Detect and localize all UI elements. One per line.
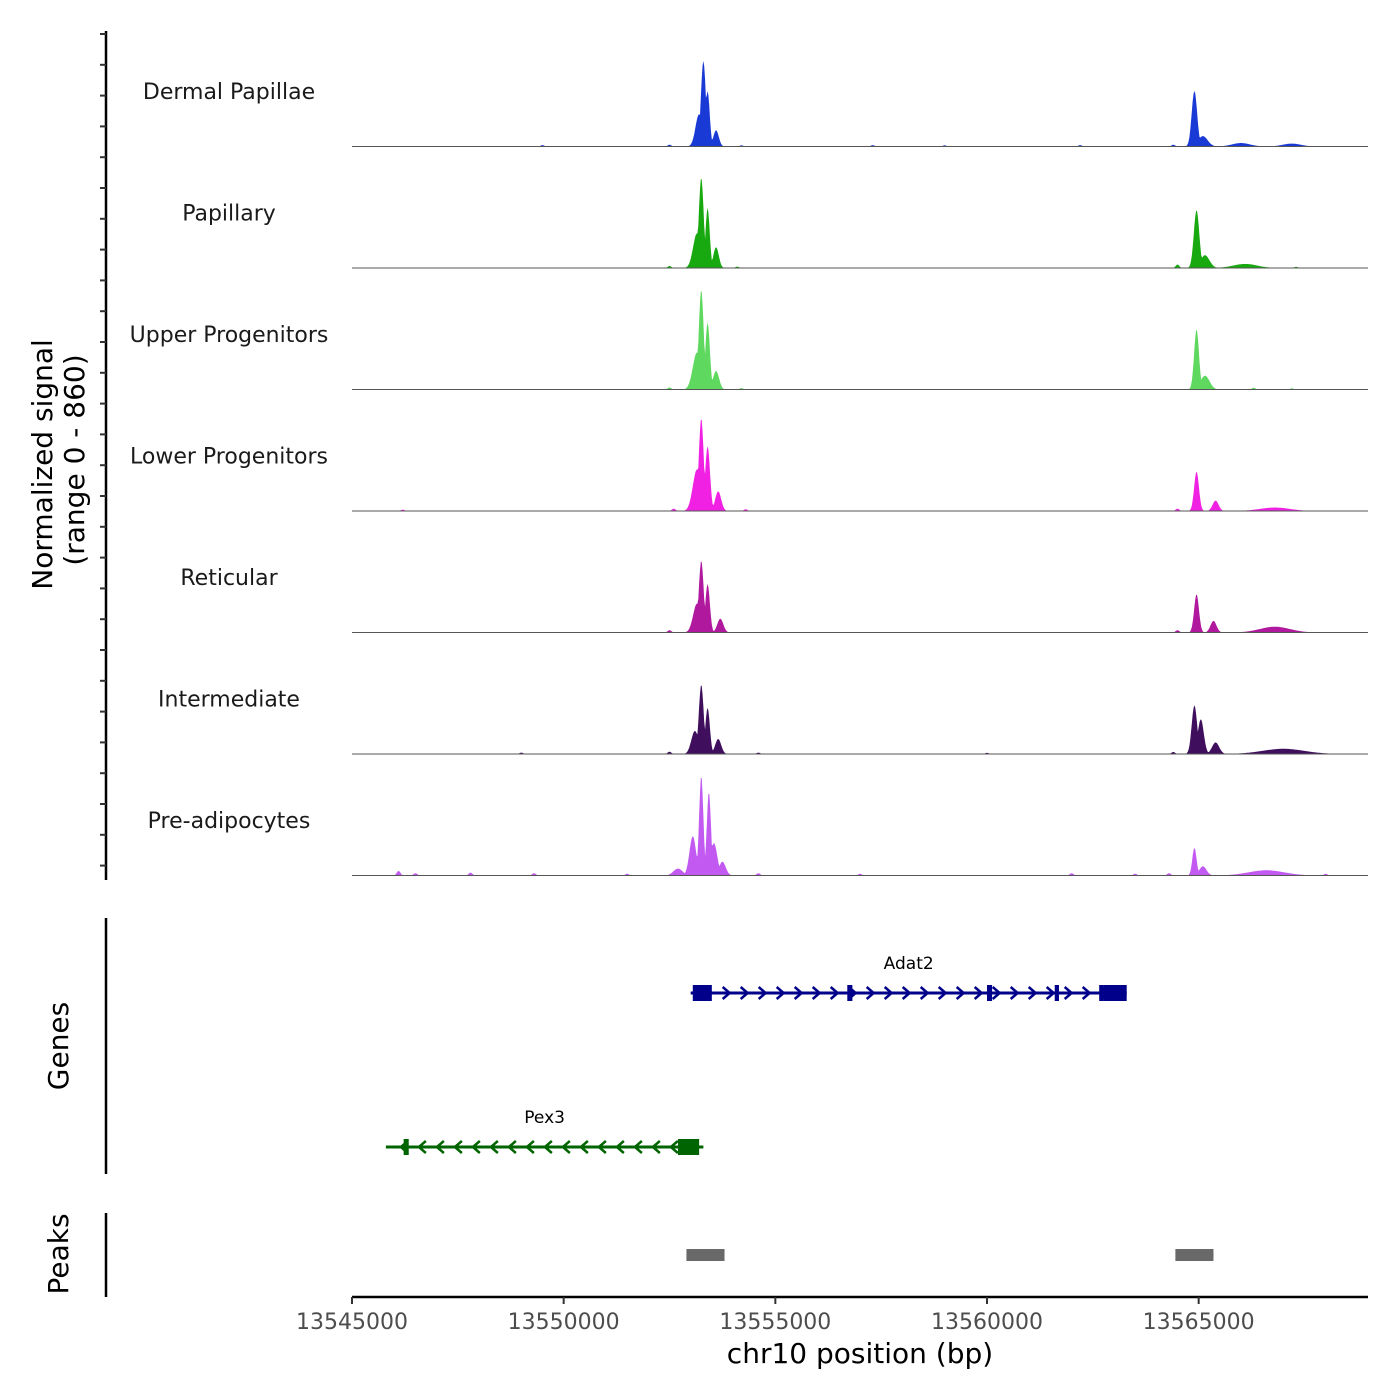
strand-chevron (524, 1140, 535, 1154)
strand-chevron (865, 986, 876, 1000)
gene-pex3: Pex3 (385, 1108, 704, 1155)
track-intermediate: Intermediate (158, 685, 1368, 755)
track-pre-adipocytes: Pre-adipocytes (148, 778, 1368, 876)
strand-chevron (1081, 986, 1092, 1000)
strand-chevron (829, 986, 840, 1000)
track-label: Reticular (180, 566, 278, 591)
strand-chevron (811, 986, 822, 1000)
x-tick-label: 13565000 (1143, 1310, 1255, 1335)
strand-chevron (793, 986, 804, 1000)
track-lower-progenitors: Lower Progenitors (130, 419, 1368, 512)
x-tick-label: 13550000 (508, 1310, 620, 1335)
x-tick-label: 13560000 (931, 1310, 1043, 1335)
strand-chevron (883, 986, 894, 1000)
strand-chevron (901, 986, 912, 1000)
track-reticular: Reticular (180, 561, 1368, 633)
strand-chevron (578, 1140, 589, 1154)
x-axis-title: chr10 position (bp) (727, 1337, 993, 1370)
x-axis: 13545000 13550000 13555000 13560000 13565000 (296, 1295, 1368, 1335)
strand-chevron (542, 1140, 553, 1154)
strand-chevron (955, 986, 966, 1000)
coverage-panel: Dermal Papillae Papillary Upper Progenitor… (100, 31, 1368, 880)
gene-exon (1099, 985, 1104, 1001)
genes-panel: Adat2 Pex3 (104, 918, 1127, 1174)
track-label: Papillary (182, 202, 276, 227)
strand-chevron (632, 1140, 643, 1154)
strand-chevron (757, 986, 768, 1000)
strand-chevron (452, 1140, 463, 1154)
track-label: Intermediate (158, 688, 300, 713)
track-papillary: Papillary (182, 179, 1368, 269)
gene-exon (1103, 985, 1127, 1001)
strand-chevron (721, 986, 732, 1000)
y-axis-title: Normalized signal (range 0 - 860) (26, 330, 91, 589)
strand-chevron (506, 1140, 517, 1154)
peak-region (686, 1249, 725, 1261)
gene-exon (1054, 985, 1059, 1001)
strand-chevron (1027, 986, 1038, 1000)
strand-chevron (650, 1140, 661, 1154)
y-axis-title-line2: (range 0 - 860) (58, 354, 91, 565)
gene-exon (677, 1139, 700, 1155)
gene-label: Adat2 (884, 954, 934, 974)
strand-chevron (416, 1140, 427, 1154)
peaks-panel (104, 1213, 1214, 1297)
gene-exon (847, 985, 853, 1001)
strand-chevron (775, 986, 786, 1000)
genes-axis-title: Genes (42, 1002, 75, 1090)
track-label: Pre-adipocytes (148, 809, 311, 834)
strand-chevron (1063, 986, 1074, 1000)
strand-chevron (973, 986, 984, 1000)
gene-exon (987, 985, 993, 1001)
gene-exon (403, 1139, 409, 1155)
strand-chevron (596, 1140, 607, 1154)
strand-chevron (470, 1140, 481, 1154)
strand-chevron (739, 986, 750, 1000)
peaks-axis-title: Peaks (42, 1213, 75, 1294)
track-label: Lower Progenitors (130, 445, 328, 470)
strand-chevron (937, 986, 948, 1000)
x-tick-label: 13545000 (296, 1310, 408, 1335)
strand-chevron (614, 1140, 625, 1154)
track-upper-progenitors: Upper Progenitors (130, 291, 1368, 390)
y-axis-title-line1: Normalized signal (26, 339, 59, 590)
strand-chevron (991, 986, 1002, 1000)
gene-exon (692, 985, 712, 1001)
x-tick-label: 13555000 (719, 1310, 831, 1335)
peak-region (1175, 1249, 1214, 1261)
gene-label: Pex3 (524, 1108, 565, 1128)
strand-chevron (1045, 986, 1056, 1000)
strand-chevron (1009, 986, 1020, 1000)
track-label: Dermal Papillae (143, 80, 315, 105)
track-dermal-papillae: Dermal Papillae (143, 60, 1368, 147)
strand-chevron (488, 1140, 499, 1154)
strand-chevron (434, 1140, 445, 1154)
strand-chevron (919, 986, 930, 1000)
track-label: Upper Progenitors (130, 323, 329, 348)
gene-adat2: Adat2 (690, 954, 1127, 1001)
strand-chevron (668, 1140, 679, 1154)
strand-chevron (560, 1140, 571, 1154)
